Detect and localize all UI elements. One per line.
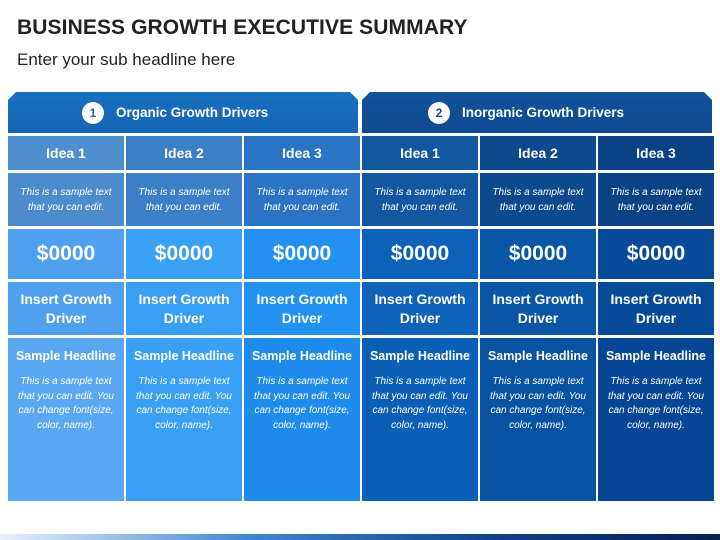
sample-text: This is a sample text that you can edit. (244, 173, 360, 226)
growth-driver-label: Insert Growth Driver (598, 282, 714, 335)
group-label: Inorganic Growth Drivers (462, 105, 625, 120)
idea-label: Idea 3 (598, 136, 714, 170)
group-number-badge: 2 (428, 102, 450, 124)
idea-label: Idea 2 (480, 136, 596, 170)
group-header-organic: 1 Organic Growth Drivers (8, 92, 358, 133)
growth-driver-label: Insert Growth Driver (362, 282, 478, 335)
amount-value: $0000 (362, 229, 478, 279)
group-label: Organic Growth Drivers (116, 105, 269, 120)
amount-value: $0000 (244, 229, 360, 279)
sample-body-text: This is a sample text that you can edit.… (253, 376, 350, 431)
amount-value: $0000 (598, 229, 714, 279)
amount-value: $0000 (480, 229, 596, 279)
headline-card: Sample Headline This is a sample text th… (362, 338, 478, 501)
growth-driver-label: Insert Growth Driver (126, 282, 242, 335)
sample-body-text: This is a sample text that you can edit.… (17, 376, 114, 431)
idea-label: Idea 1 (362, 136, 478, 170)
sample-text: This is a sample text that you can edit. (480, 173, 596, 226)
idea-label: Idea 1 (8, 136, 124, 170)
amount-value: $0000 (126, 229, 242, 279)
footer-gradient-bar (0, 534, 720, 540)
sample-text: This is a sample text that you can edit. (598, 173, 714, 226)
headline-card: Sample Headline This is a sample text th… (126, 338, 242, 501)
sample-body-text: This is a sample text that you can edit.… (607, 376, 704, 431)
sample-headline: Sample Headline (369, 349, 471, 363)
sample-headline: Sample Headline (15, 349, 117, 363)
sample-headline: Sample Headline (133, 349, 235, 363)
amount-value: $0000 (8, 229, 124, 279)
sample-text: This is a sample text that you can edit. (8, 173, 124, 226)
group-header-inorganic: 2 Inorganic Growth Drivers (362, 92, 712, 133)
growth-driver-label: Insert Growth Driver (244, 282, 360, 335)
headline-card: Sample Headline This is a sample text th… (598, 338, 714, 501)
page-title: BUSINESS GROWTH EXECUTIVE SUMMARY (17, 16, 468, 39)
sample-text: This is a sample text that you can edit. (362, 173, 478, 226)
growth-driver-label: Insert Growth Driver (8, 282, 124, 335)
idea-label: Idea 3 (244, 136, 360, 170)
sample-body-text: This is a sample text that you can edit.… (135, 376, 232, 431)
headline-card: Sample Headline This is a sample text th… (480, 338, 596, 501)
growth-driver-label: Insert Growth Driver (480, 282, 596, 335)
page-subtitle: Enter your sub headline here (17, 50, 236, 69)
sample-headline: Sample Headline (605, 349, 707, 363)
headline-card: Sample Headline This is a sample text th… (8, 338, 124, 501)
idea-label: Idea 2 (126, 136, 242, 170)
sample-body-text: This is a sample text that you can edit.… (371, 376, 468, 431)
group-number-badge: 1 (82, 102, 104, 124)
headline-card: Sample Headline This is a sample text th… (244, 338, 360, 501)
sample-text: This is a sample text that you can edit. (126, 173, 242, 226)
sample-body-text: This is a sample text that you can edit.… (489, 376, 586, 431)
sample-headline: Sample Headline (251, 349, 353, 363)
sample-headline: Sample Headline (487, 349, 589, 363)
